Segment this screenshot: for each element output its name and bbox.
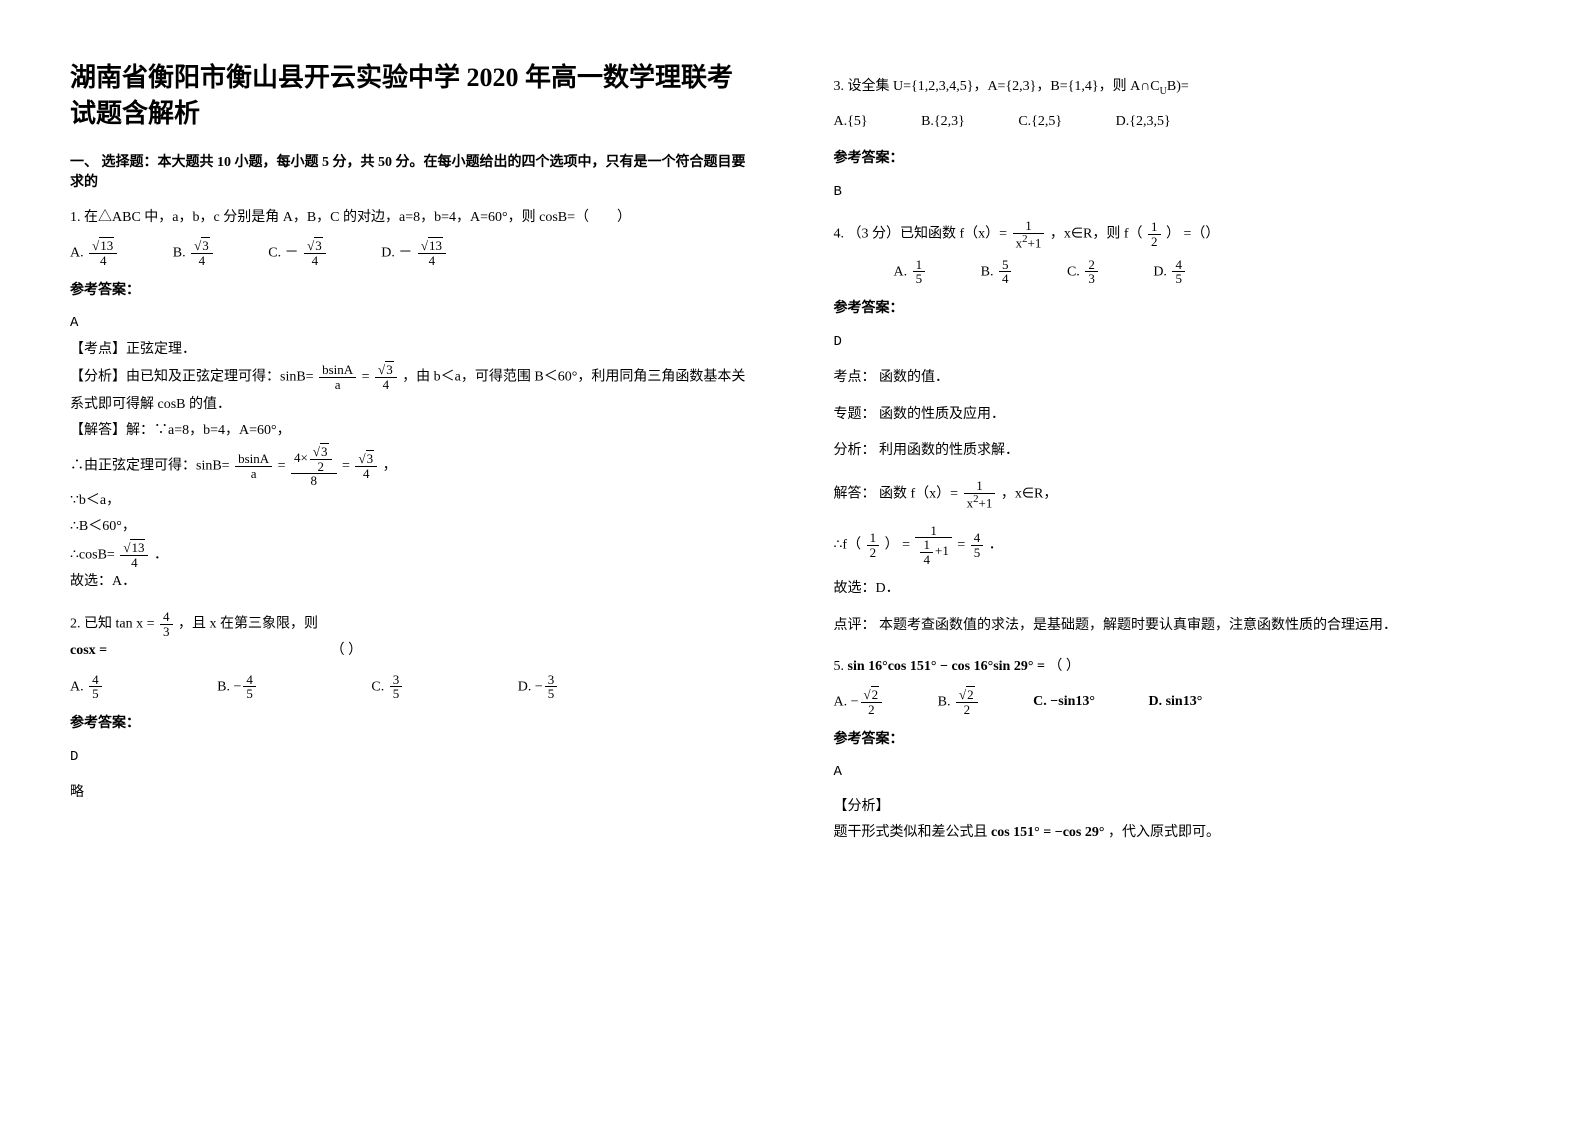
q5-answer: A <box>834 759 1518 786</box>
q4-stem: 4. （3 分）已知函数 f（x）= 1x2+1 ，x∈R，则 f（ 12 ） … <box>834 219 1518 250</box>
question-3: 3. 设全集 U={1,2,3,4,5}，A={2,3}，B={1,4}，则 A… <box>834 74 1518 205</box>
q3-opt-a: A.{5} <box>834 109 868 136</box>
q1-jieda-4: ∴B＜60°， <box>70 514 754 541</box>
q1-jieda-6: 故选：A． <box>70 569 754 596</box>
q4-kaodian: 考点： 函数的值． <box>834 365 1518 392</box>
q1-answer: A <box>70 310 754 337</box>
q2-opt-b: B. −45 <box>217 673 258 701</box>
q4-opt-d: D. 45 <box>1153 258 1187 286</box>
q5-options: A. −√22 B. √22 C. −sin13° D. sin13° <box>834 688 1518 716</box>
q3-answer: B <box>834 179 1518 206</box>
q2-stem: 2. 已知 tan x = 43 ，且 x 在第三象限，则 cosx = （ ） <box>70 610 754 665</box>
section-1-header: 一、 选择题：本大题共 10 小题，每小题 5 分，共 50 分。在每小题给出的… <box>70 151 754 191</box>
q1-kaodian: 【考点】正弦定理． <box>70 337 754 364</box>
q5-opt-b: B. √22 <box>938 688 980 716</box>
answer-label: 参考答案： <box>70 711 754 738</box>
q2-answer: D <box>70 744 754 771</box>
answer-label: 参考答案： <box>834 296 1518 323</box>
q5-opt-a: A. −√22 <box>834 688 885 716</box>
q4-zhuanti: 专题： 函数的性质及应用． <box>834 402 1518 429</box>
q5-opt-d: D. sin13° <box>1148 689 1202 716</box>
question-5: 5. sin 16°cos 151° − cos 16°sin 29° = （ … <box>834 654 1518 847</box>
q1-opt-b: B. √34 <box>173 239 215 267</box>
q4-analysis: 考点： 函数的值． 专题： 函数的性质及应用． 分析： 利用函数的性质求解． 解… <box>834 365 1518 640</box>
q3-opt-d: D.{2,3,5} <box>1116 109 1171 136</box>
answer-label: 参考答案： <box>70 278 754 305</box>
q4-options: A. 15 B. 54 C. 23 D. 45 <box>894 258 1518 286</box>
answer-label: 参考答案： <box>834 727 1518 754</box>
answer-label: 参考答案： <box>834 146 1518 173</box>
q1-opt-d: D. － √134 <box>381 239 448 267</box>
q1-jieda-5: ∴cosB= √134 ． <box>70 541 754 569</box>
q5-fenxi-label: 【分析】 <box>834 794 1518 821</box>
right-column: 3. 设全集 U={1,2,3,4,5}，A={2,3}，B={1,4}，则 A… <box>804 60 1548 861</box>
q2-brief: 略 <box>70 780 754 807</box>
q4-opt-a: A. 15 <box>894 258 928 286</box>
q4-answer: D <box>834 329 1518 356</box>
q1-jieda-3: ∵b＜a， <box>70 488 754 515</box>
q2-opt-c: C. 35 <box>371 673 404 701</box>
q3-opt-c: C.{2,5} <box>1018 109 1062 136</box>
q2-opt-a: A. 45 <box>70 673 104 701</box>
q5-opt-c: C. −sin13° <box>1033 689 1095 716</box>
exam-page: 湖南省衡阳市衡山县开云实验中学 2020 年高一数学理联考试题含解析 一、 选择… <box>0 0 1587 921</box>
q4-opt-b: B. 54 <box>981 258 1014 286</box>
q3-options: A.{5} B.{2,3} C.{2,5} D.{2,3,5} <box>834 109 1518 136</box>
q1-analysis: 【考点】正弦定理． 【分析】由已知及正弦定理可得：sinB= bsinAa = … <box>70 337 754 596</box>
q1-jieda-1: 【解答】解：∵a=8，b=4，A=60°， <box>70 418 754 445</box>
q3-opt-b: B.{2,3} <box>921 109 965 136</box>
q4-opt-c: C. 23 <box>1067 258 1100 286</box>
q4-fenxi: 分析： 利用函数的性质求解． <box>834 438 1518 465</box>
q2-opt-d: D. −35 <box>518 673 560 701</box>
page-title: 湖南省衡阳市衡山县开云实验中学 2020 年高一数学理联考试题含解析 <box>70 60 754 133</box>
question-2: 2. 已知 tan x = 43 ，且 x 在第三象限，则 cosx = （ ）… <box>70 610 754 807</box>
q4-dianping: 点评： 本题考查函数值的求法，是基础题，解题时要认真审题，注意函数性质的合理运用… <box>834 613 1518 640</box>
q1-fenxi: 【分析】由已知及正弦定理可得：sinB= bsinAa = √34 ，由 b＜a… <box>70 363 754 418</box>
q1-jieda-2: ∴由正弦定理可得：sinB= bsinAa = 4×√328 = √34 ， <box>70 445 754 488</box>
q4-jieda-1: 解答： 函数 f（x）= 1x2+1 ，x∈R， <box>834 479 1518 510</box>
q4-jieda-2: ∴f（ 12 ） = 114+1 = 45 ． <box>834 524 1518 567</box>
q5-fenxi-body: 题干形式类似和差公式且 cos 151° = −cos 29° ，代入原式即可。 <box>834 820 1518 847</box>
question-1: 1. 在△ABC 中，a，b，c 分别是角 A，B，C 的对边，a=8，b=4，… <box>70 205 754 596</box>
q1-opt-a: A. √134 <box>70 239 119 267</box>
q5-stem: 5. sin 16°cos 151° − cos 16°sin 29° = （ … <box>834 654 1518 681</box>
q1-opt-c: C. － √34 <box>268 239 327 267</box>
question-4: 4. （3 分）已知函数 f（x）= 1x2+1 ，x∈R，则 f（ 12 ） … <box>834 219 1518 640</box>
q1-stem: 1. 在△ABC 中，a，b，c 分别是角 A，B，C 的对边，a=8，b=4，… <box>70 205 754 232</box>
q3-stem: 3. 设全集 U={1,2,3,4,5}，A={2,3}，B={1,4}，则 A… <box>834 74 1518 101</box>
q4-jieda-3: 故选：D． <box>834 576 1518 603</box>
left-column: 湖南省衡阳市衡山县开云实验中学 2020 年高一数学理联考试题含解析 一、 选择… <box>40 60 784 861</box>
q1-options: A. √134 B. √34 C. － √34 D. － √134 <box>70 239 754 267</box>
q2-options: A. 45 B. −45 C. 35 D. −35 <box>70 673 754 701</box>
